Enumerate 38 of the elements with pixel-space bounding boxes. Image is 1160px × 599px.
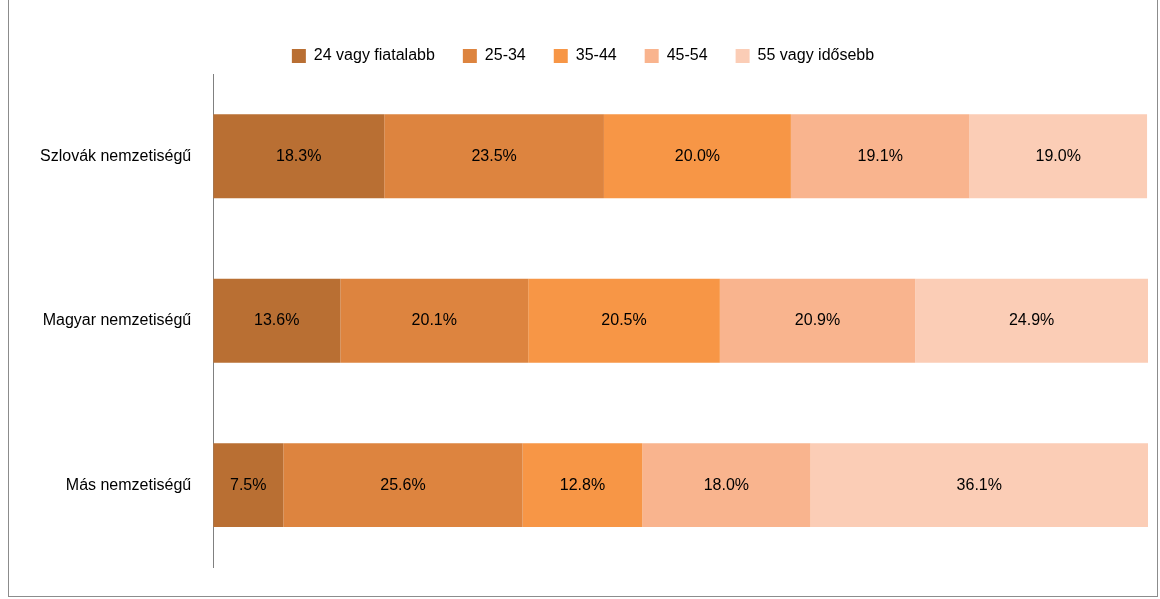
- bar: [213, 443, 284, 528]
- data-label: 19.1%: [857, 146, 903, 164]
- data-label: 13.6%: [254, 311, 300, 329]
- bar: [283, 443, 523, 528]
- legend-label: 55 vagy idősebb: [757, 46, 875, 64]
- legend-label: 35-44: [575, 46, 617, 64]
- bar: [915, 278, 1148, 363]
- bar: [719, 278, 916, 363]
- bar: [528, 278, 720, 363]
- data-label: 23.5%: [471, 146, 517, 164]
- bar: [603, 114, 791, 199]
- y-tick-label: Más nemzetiségű: [65, 475, 192, 493]
- data-label: 25.6%: [380, 475, 426, 493]
- data-label: 24.9%: [1008, 311, 1055, 329]
- bar: [810, 443, 1148, 528]
- bar: [969, 114, 1148, 199]
- bar: [213, 114, 385, 199]
- bar: [790, 114, 970, 199]
- data-label: 36.1%: [956, 475, 1002, 493]
- data-label: 19.0%: [1035, 146, 1081, 164]
- data-label: 7.5%: [230, 475, 267, 493]
- legend-label: 25-34: [484, 46, 526, 64]
- data-label: 12.8%: [559, 475, 606, 493]
- data-label: 20.9%: [794, 311, 841, 329]
- data-label: 18.3%: [276, 146, 322, 164]
- bar: [213, 278, 341, 363]
- bar: [340, 278, 529, 363]
- legend-label: 45-54: [666, 46, 708, 64]
- bar: [642, 443, 811, 528]
- data-label: 18.0%: [703, 475, 750, 493]
- legend-label: 24 vagy fiatalabb: [313, 46, 435, 64]
- y-tick-label: Magyar nemzetiségű: [42, 311, 192, 329]
- data-label: 20.1%: [411, 311, 457, 329]
- bar: [522, 443, 643, 528]
- y-tick-label: Szlovák nemzetiségű: [40, 146, 192, 164]
- bar: [384, 114, 604, 199]
- data-label: 20.0%: [674, 146, 721, 164]
- data-label: 20.5%: [601, 311, 647, 329]
